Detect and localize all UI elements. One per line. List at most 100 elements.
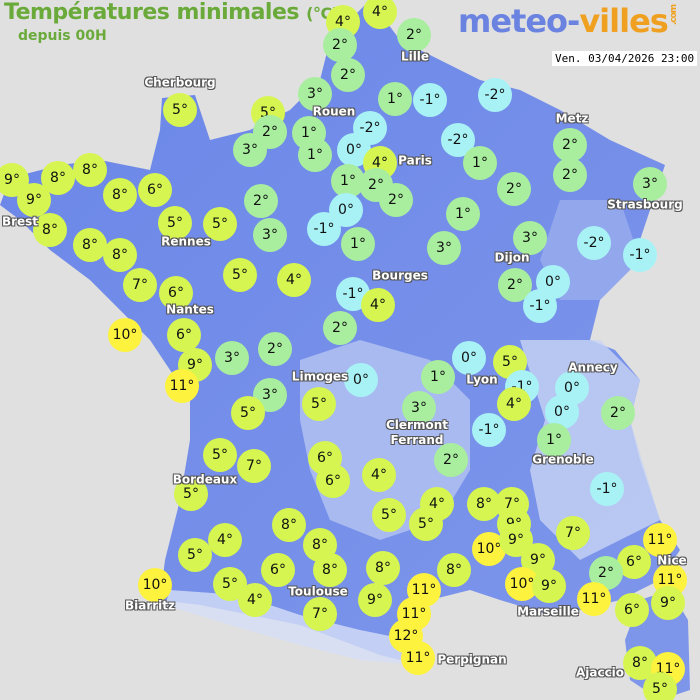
temperature-marker[interactable]: 2° <box>379 183 413 217</box>
temperature-marker[interactable]: 5° <box>372 498 406 532</box>
temperature-marker[interactable]: 6° <box>159 276 193 310</box>
temperature-marker[interactable]: 2° <box>553 158 587 192</box>
temperature-marker[interactable]: 10° <box>138 568 172 602</box>
temperature-marker[interactable]: 10° <box>472 532 506 566</box>
temperature-marker[interactable]: 5° <box>231 396 265 430</box>
map-subtitle: depuis 00H <box>18 28 107 44</box>
temperature-marker[interactable]: 0° <box>452 341 486 375</box>
temperature-marker[interactable]: 2° <box>323 28 357 62</box>
temperature-marker[interactable]: 9° <box>532 569 566 603</box>
temperature-marker[interactable]: 9° <box>651 586 685 620</box>
temperature-marker[interactable]: 4° <box>363 0 397 29</box>
temperature-marker[interactable]: 3° <box>253 218 287 252</box>
city-label: Grenoble <box>532 452 594 467</box>
temperature-marker[interactable]: 1° <box>421 360 455 394</box>
temperature-marker[interactable]: -2° <box>577 226 611 260</box>
temperature-marker[interactable]: 10° <box>108 318 142 352</box>
temperature-marker[interactable]: -1° <box>623 238 657 272</box>
temperature-marker[interactable]: 3° <box>427 231 461 265</box>
temperature-marker[interactable]: 2° <box>553 128 587 162</box>
city-label: Nice <box>657 553 687 568</box>
temperature-marker[interactable]: 11° <box>165 369 199 403</box>
relief-alps <box>520 340 660 560</box>
temperature-marker[interactable]: 5° <box>203 207 237 241</box>
temperature-marker[interactable]: 7° <box>237 449 271 483</box>
temperature-marker[interactable]: -1° <box>413 83 447 117</box>
temperature-marker[interactable]: 2° <box>258 332 292 366</box>
temperature-marker[interactable]: -1° <box>590 472 624 506</box>
temperature-marker[interactable]: 2° <box>497 172 531 206</box>
temperature-marker[interactable]: 2° <box>601 396 635 430</box>
temperature-marker[interactable]: 4° <box>362 458 396 492</box>
temperature-marker[interactable]: 1° <box>378 82 412 116</box>
temperature-marker[interactable]: 7° <box>303 597 337 631</box>
temperature-marker[interactable]: 2° <box>434 443 468 477</box>
temperature-marker[interactable]: 9° <box>0 163 29 197</box>
temperature-marker[interactable]: 5° <box>643 672 677 700</box>
temperature-marker[interactable]: 1° <box>463 146 497 180</box>
temperature-marker[interactable]: 1° <box>298 138 332 172</box>
temperature-marker[interactable]: 6° <box>615 593 649 627</box>
temperature-marker[interactable]: 3° <box>215 341 249 375</box>
temperature-marker[interactable]: 8° <box>33 213 67 247</box>
temperature-marker[interactable]: 5° <box>174 477 208 511</box>
temperature-marker[interactable]: 8° <box>103 238 137 272</box>
temperature-marker[interactable]: 1° <box>537 423 571 457</box>
temperature-marker[interactable]: 4° <box>277 263 311 297</box>
city-label: Brest <box>1 214 39 229</box>
temperature-marker[interactable]: 8° <box>73 228 107 262</box>
logo-accent: villes <box>579 2 669 40</box>
temperature-marker[interactable]: 8° <box>313 553 347 587</box>
temperature-marker[interactable]: 2° <box>397 18 431 52</box>
temperature-marker[interactable]: -1° <box>523 289 557 323</box>
temperature-marker[interactable]: 6° <box>138 173 172 207</box>
temperature-marker[interactable]: 1° <box>341 227 375 261</box>
temperature-marker[interactable]: 6° <box>167 318 201 352</box>
temperature-marker[interactable]: 5° <box>158 206 192 240</box>
temperature-marker[interactable]: 5° <box>302 387 336 421</box>
temperature-marker[interactable]: 5° <box>409 507 443 541</box>
temperature-marker[interactable]: 8° <box>272 508 306 542</box>
temperature-marker[interactable]: 2° <box>331 58 365 92</box>
temperature-marker[interactable]: 8° <box>103 178 137 212</box>
temperature-marker[interactable]: 8° <box>467 487 501 521</box>
temperature-marker[interactable]: 3° <box>402 391 436 425</box>
city-label: Annecy <box>568 360 618 375</box>
temperature-marker[interactable]: 3° <box>633 167 667 201</box>
temperature-marker[interactable]: -2° <box>478 78 512 112</box>
temperature-marker[interactable]: -1° <box>307 212 341 246</box>
temperature-marker[interactable]: 0° <box>344 363 378 397</box>
temperature-marker[interactable]: 0° <box>545 395 579 429</box>
temperature-marker[interactable]: 7° <box>123 268 157 302</box>
temperature-marker[interactable]: 8° <box>73 153 107 187</box>
temperature-marker[interactable]: 2° <box>244 184 278 218</box>
temperature-marker[interactable]: 2° <box>323 311 357 345</box>
temperature-marker[interactable]: 5° <box>163 93 197 127</box>
temperature-marker[interactable]: 9° <box>17 183 51 217</box>
temperature-marker[interactable]: -1° <box>472 413 506 447</box>
temperature-marker[interactable]: 3° <box>233 133 267 167</box>
temperature-marker[interactable]: 6° <box>261 553 295 587</box>
title-text: Températures minimales <box>4 0 300 25</box>
temperature-marker[interactable]: 4° <box>497 387 531 421</box>
temperature-marker[interactable]: 4° <box>208 523 242 557</box>
meteo-villes-logo[interactable]: meteo-villes.com <box>458 2 684 40</box>
temperature-marker[interactable]: 11° <box>401 641 435 675</box>
temperature-marker[interactable]: 5° <box>203 438 237 472</box>
temperature-marker[interactable]: 5° <box>223 258 257 292</box>
temperature-marker[interactable]: 4° <box>361 288 395 322</box>
temperature-marker[interactable]: 3° <box>513 221 547 255</box>
temperature-marker[interactable]: 11° <box>577 582 611 616</box>
temperature-marker[interactable]: 3° <box>298 77 332 111</box>
temperature-marker[interactable]: 5° <box>178 538 212 572</box>
logo-main: meteo- <box>458 2 580 40</box>
temperature-marker[interactable]: 8° <box>366 551 400 585</box>
temperature-marker[interactable]: 1° <box>446 197 480 231</box>
temperature-marker[interactable]: 11° <box>643 523 677 557</box>
temperature-marker[interactable]: 8° <box>437 553 471 587</box>
temperature-marker[interactable]: 9° <box>358 583 392 617</box>
temperature-marker[interactable]: 4° <box>238 583 272 617</box>
temperature-marker[interactable]: 6° <box>316 464 350 498</box>
temperature-marker[interactable]: 7° <box>556 516 590 550</box>
